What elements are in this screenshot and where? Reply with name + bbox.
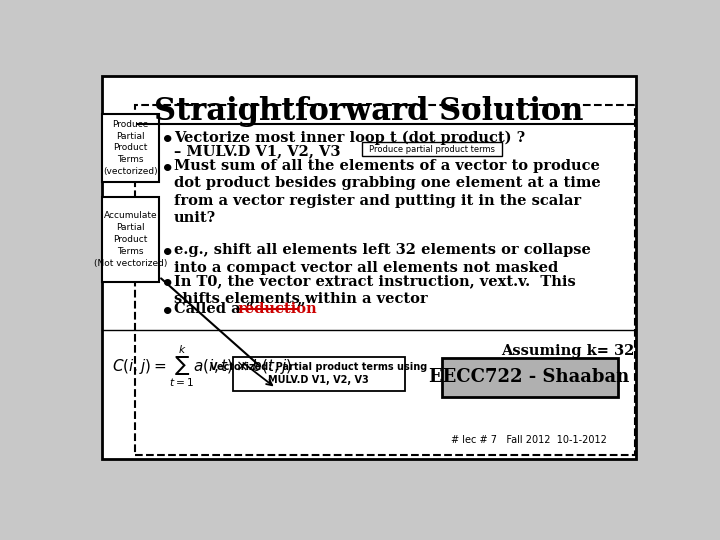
Text: e.g., shift all elements left 32 elements or collapse
into a compact vector all : e.g., shift all elements left 32 element… bbox=[174, 244, 590, 275]
FancyBboxPatch shape bbox=[362, 142, 502, 157]
Text: Must sum of all the elements of a vector to produce
dot product besides grabbing: Must sum of all the elements of a vector… bbox=[174, 159, 600, 225]
FancyBboxPatch shape bbox=[135, 105, 635, 455]
Text: •: • bbox=[161, 244, 175, 264]
FancyBboxPatch shape bbox=[233, 356, 405, 390]
Text: Produce partial product terms: Produce partial product terms bbox=[369, 145, 495, 154]
Text: EECC722 - Shaaban: EECC722 - Shaaban bbox=[429, 368, 629, 387]
Text: Vectorized: Partial product terms using
MULV.D V1, V2, V3: Vectorized: Partial product terms using … bbox=[210, 362, 427, 385]
Text: •: • bbox=[161, 302, 175, 322]
Text: – MULV.D V1, V2, V3: – MULV.D V1, V2, V3 bbox=[174, 144, 340, 158]
Text: •: • bbox=[161, 159, 175, 179]
Text: •: • bbox=[161, 130, 175, 150]
FancyBboxPatch shape bbox=[102, 197, 159, 282]
Text: Produce
Partial
Product
Terms
(vectorized): Produce Partial Product Terms (vectorize… bbox=[103, 120, 158, 176]
Text: $C(i, j) = \sum_{t=1}^{k} a(i,t) \times b(t, j)$: $C(i, j) = \sum_{t=1}^{k} a(i,t) \times … bbox=[112, 343, 292, 389]
Text: In T0, the vector extract instruction, vext.v.  This
shifts elements within a ve: In T0, the vector extract instruction, v… bbox=[174, 274, 575, 306]
Text: Assuming k= 32: Assuming k= 32 bbox=[500, 343, 634, 357]
Text: Straightforward Solution: Straightforward Solution bbox=[154, 96, 584, 126]
FancyBboxPatch shape bbox=[102, 76, 636, 459]
Text: Accumulate
Partial
Product
Terms
(Not vectorized): Accumulate Partial Product Terms (Not ve… bbox=[94, 212, 167, 268]
Text: # lec # 7   Fall 2012  10-1-2012: # lec # 7 Fall 2012 10-1-2012 bbox=[451, 435, 608, 445]
FancyBboxPatch shape bbox=[442, 358, 618, 397]
Text: Called a “: Called a “ bbox=[174, 302, 254, 316]
Text: •: • bbox=[161, 274, 175, 294]
Text: Vectorize most inner loop t (dot product) ?: Vectorize most inner loop t (dot product… bbox=[174, 130, 525, 145]
Text: reduction: reduction bbox=[238, 302, 317, 316]
Text: ”: ” bbox=[296, 302, 305, 316]
FancyBboxPatch shape bbox=[102, 114, 159, 182]
